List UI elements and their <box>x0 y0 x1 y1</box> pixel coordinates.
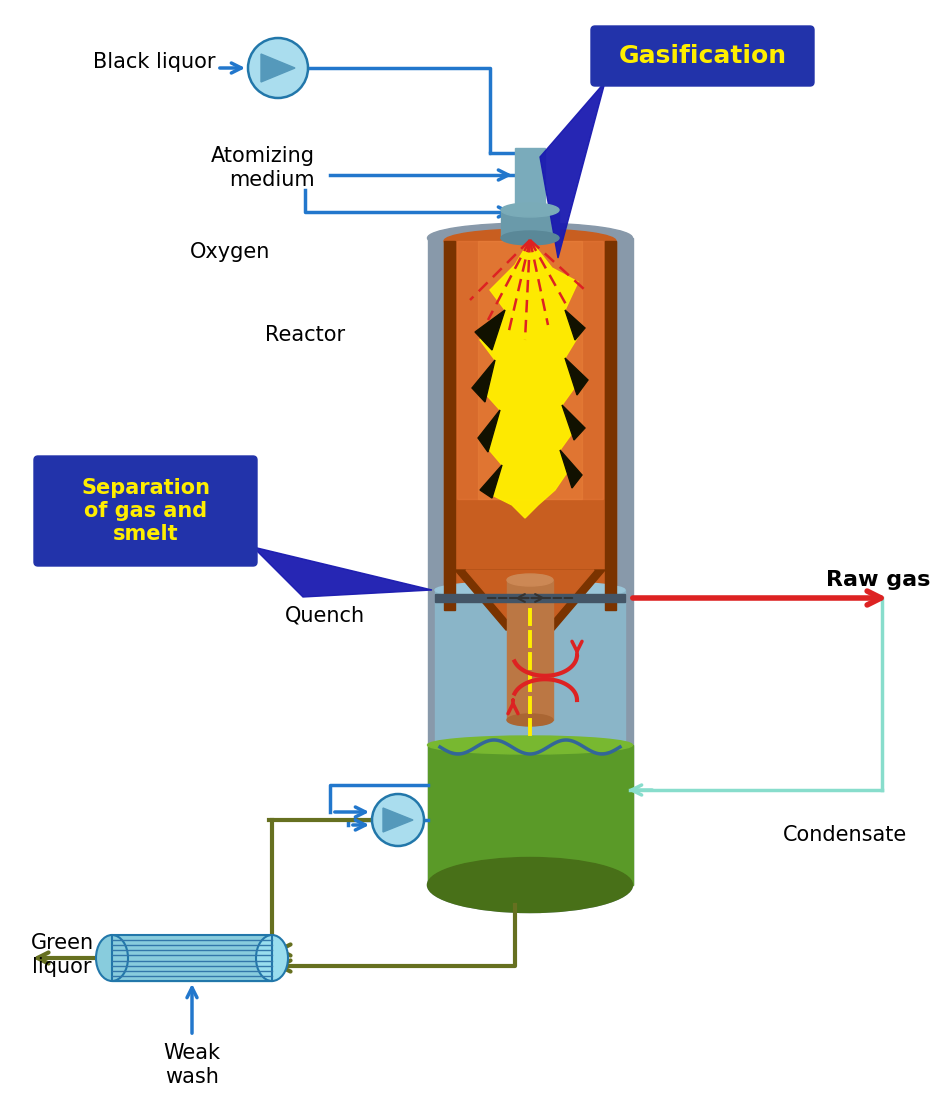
Circle shape <box>372 794 424 846</box>
Polygon shape <box>383 808 413 833</box>
Bar <box>507 580 553 720</box>
Polygon shape <box>565 358 588 395</box>
Text: Weak
wash: Weak wash <box>163 1043 220 1086</box>
Ellipse shape <box>428 223 632 253</box>
Circle shape <box>248 38 308 98</box>
FancyBboxPatch shape <box>591 26 814 86</box>
Polygon shape <box>455 570 605 630</box>
Bar <box>501 210 559 238</box>
Polygon shape <box>466 570 594 630</box>
Ellipse shape <box>96 935 128 981</box>
Polygon shape <box>565 311 585 339</box>
Bar <box>444 242 455 610</box>
Bar <box>457 242 603 500</box>
Text: Condensate: Condensate <box>783 825 907 845</box>
Bar <box>428 745 632 885</box>
FancyBboxPatch shape <box>34 456 257 567</box>
Text: Green
liquor: Green liquor <box>30 934 94 976</box>
Polygon shape <box>480 465 502 498</box>
Text: Black liquor: Black liquor <box>93 52 215 72</box>
Ellipse shape <box>428 736 632 754</box>
Bar <box>478 242 582 500</box>
Ellipse shape <box>435 581 625 599</box>
Polygon shape <box>480 240 582 518</box>
Polygon shape <box>475 311 505 349</box>
Text: Gasification: Gasification <box>618 45 787 68</box>
Ellipse shape <box>444 229 616 253</box>
Polygon shape <box>253 546 432 597</box>
Text: Separation
of gas and
smelt: Separation of gas and smelt <box>81 477 210 544</box>
Bar <box>515 148 545 210</box>
Text: Atomizing
medium: Atomizing medium <box>211 147 315 189</box>
Bar <box>435 594 625 602</box>
Polygon shape <box>560 450 582 487</box>
Bar <box>435 590 625 745</box>
Bar <box>112 935 272 981</box>
Ellipse shape <box>256 935 288 981</box>
Bar <box>605 242 616 610</box>
Ellipse shape <box>501 203 559 217</box>
Polygon shape <box>472 359 495 402</box>
Polygon shape <box>478 410 500 452</box>
Bar <box>112 935 272 981</box>
Ellipse shape <box>507 715 553 726</box>
Ellipse shape <box>501 232 559 245</box>
Ellipse shape <box>428 857 632 913</box>
Polygon shape <box>261 55 295 82</box>
Text: Quench: Quench <box>285 605 365 626</box>
Text: Reactor: Reactor <box>265 325 345 345</box>
Ellipse shape <box>507 574 553 587</box>
Ellipse shape <box>428 857 632 913</box>
Bar <box>428 238 632 885</box>
Text: Oxygen: Oxygen <box>189 242 270 262</box>
Polygon shape <box>562 405 585 440</box>
Text: Raw gas: Raw gas <box>825 570 930 590</box>
Polygon shape <box>540 82 605 258</box>
Bar <box>444 242 616 610</box>
